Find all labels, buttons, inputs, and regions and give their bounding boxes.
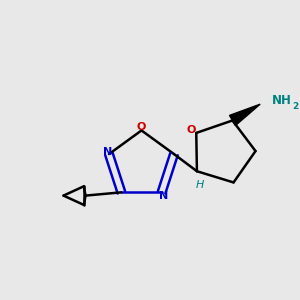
- Polygon shape: [230, 104, 260, 125]
- Text: N: N: [159, 191, 168, 201]
- Text: O: O: [187, 125, 196, 135]
- Text: H: H: [195, 180, 204, 190]
- Text: NH: NH: [272, 94, 291, 107]
- Text: 2: 2: [292, 102, 298, 111]
- Text: O: O: [137, 122, 146, 131]
- Text: N: N: [103, 148, 112, 158]
